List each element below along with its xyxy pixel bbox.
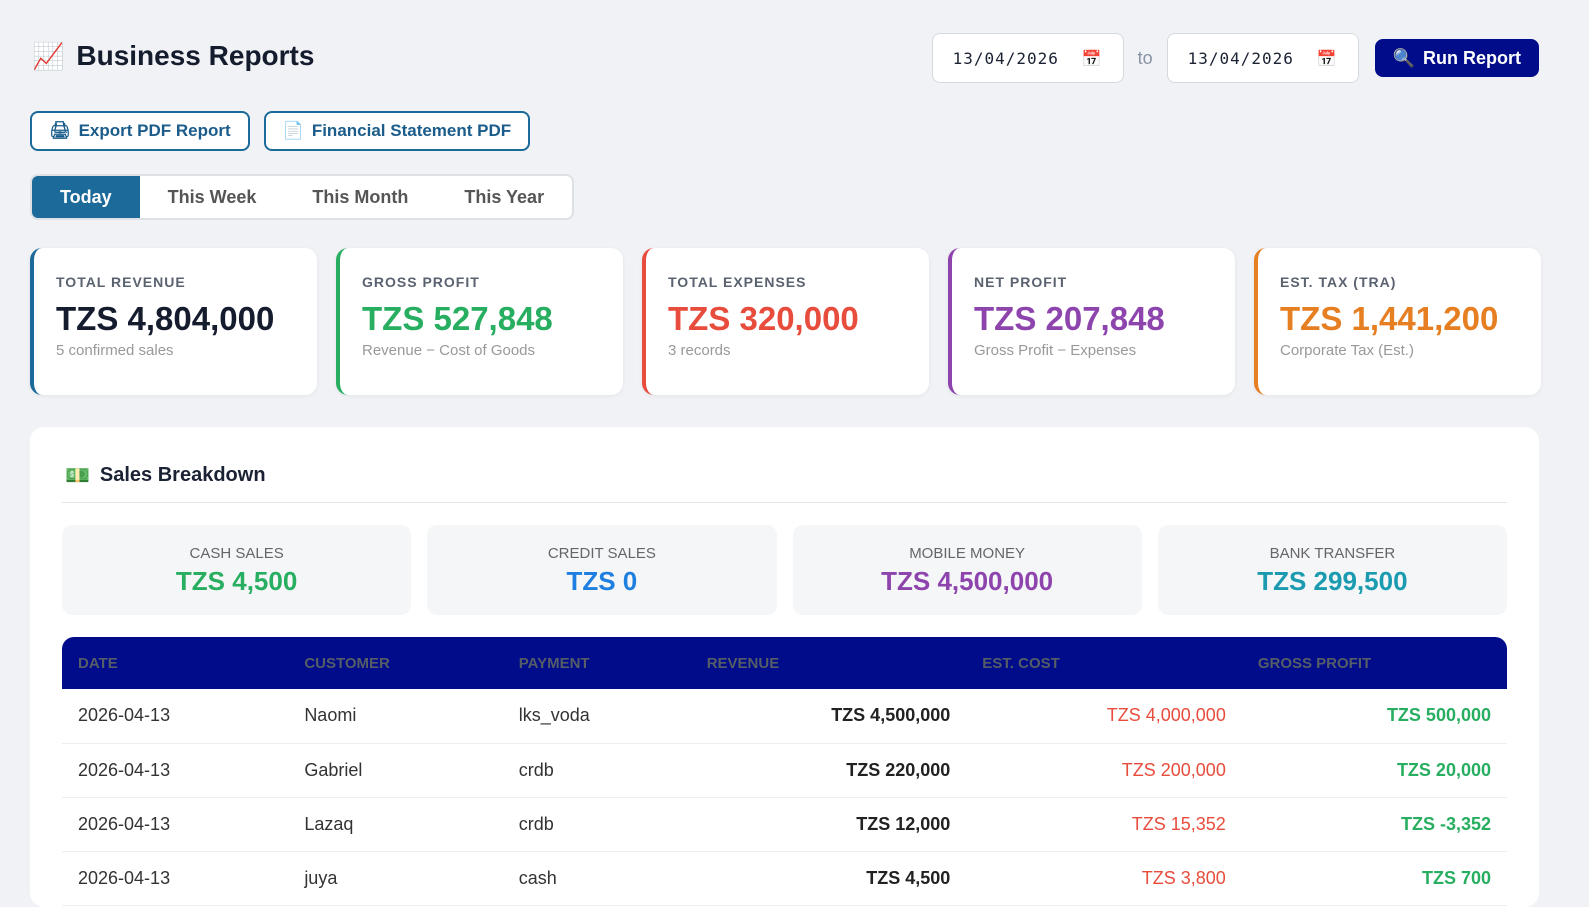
table-cell: 2026-04-13 — [62, 689, 289, 744]
card-label: EST. TAX (TRA) — [1280, 274, 1397, 290]
card-label: GROSS PROFIT — [362, 274, 480, 290]
card-subtext: Revenue − Cost of Goods — [362, 342, 536, 359]
calendar-icon[interactable]: 📅 — [1316, 48, 1338, 68]
table-cell: TZS -3,352 — [1241, 797, 1507, 852]
column-header[interactable]: CUSTOMER — [304, 654, 390, 672]
card-label: NET PROFIT — [974, 274, 1068, 290]
table-cell: juya — [288, 851, 503, 906]
table-row[interactable]: 2026-04-13 Lazaq crdb TZS 12,000 TZS 15,352 T… — [62, 797, 1507, 852]
chart-increasing-icon: 📈 — [32, 40, 65, 71]
to-label: to — [1137, 47, 1153, 68]
page-title: 📈 Business Reports — [32, 40, 315, 71]
method-label: MOBILE MONEY — [909, 545, 1026, 562]
date-to-input[interactable]: 13/04/2026 📅 — [1166, 33, 1359, 83]
tab-today[interactable]: Today — [32, 176, 140, 218]
export-pdf-button[interactable]: 🖨 Export PDF Report — [30, 111, 250, 151]
table-cell: Lazaq — [288, 797, 503, 852]
column-header[interactable]: PAYMENT — [518, 654, 590, 672]
table-row[interactable]: 2026-04-13 Naomi lks_voda TZS 4,500,000 TZS … — [62, 689, 1507, 744]
payment-method-box: BANK TRANSFER TZS 299,500 — [1157, 525, 1507, 615]
column-header[interactable]: GROSS PROFIT — [1257, 654, 1372, 672]
table-cell: 2026-04-13 — [62, 797, 289, 852]
table-cell: TZS 3,800 — [966, 851, 1242, 906]
sales-table: DATE CUSTOMER PAYMENT REVENUE EST. COST GROSS… — [62, 637, 1507, 906]
card-label: TOTAL EXPENSES — [668, 274, 807, 290]
summary-card: GROSS PROFIT TZS 527,848 Revenue − Cost of… — [336, 248, 623, 395]
method-value: TZS 0 — [566, 566, 638, 596]
card-subtext: Corporate Tax (Est.) — [1280, 342, 1414, 359]
date-range: 13/04/2026 📅 to 13/04/2026 📅 🔍 Run Report — [931, 33, 1539, 83]
card-subtext: 5 confirmed sales — [56, 342, 174, 359]
table-cell: TZS 700 — [1241, 851, 1507, 906]
printer-icon: 🖨 — [49, 121, 71, 140]
summary-card: TOTAL EXPENSES TZS 320,000 3 records — [642, 248, 929, 395]
table-cell: crdb — [502, 797, 691, 852]
sales-breakdown-panel: 💵 Sales Breakdown CASH SALES TZS 4,500 CRED… — [30, 427, 1539, 907]
table-cell: TZS 4,000,000 — [966, 689, 1242, 744]
payment-method-box: CREDIT SALES TZS 0 — [427, 525, 777, 615]
run-report-button[interactable]: 🔍 Run Report — [1374, 39, 1539, 77]
table-row[interactable]: 2026-04-13 juya cash TZS 4,500 TZS 3,800 TZS … — [62, 851, 1507, 906]
financial-statement-pdf-button[interactable]: 📄 Financial Statement PDF — [263, 111, 531, 151]
card-value: TZS 4,804,000 — [56, 300, 275, 337]
tab-this-month[interactable]: This Month — [312, 186, 409, 207]
table-cell: Gabriel — [288, 743, 503, 798]
payment-method-box: MOBILE MONEY TZS 4,500,000 — [792, 525, 1142, 615]
method-label: CASH SALES — [189, 545, 284, 562]
table-cell: cash — [502, 851, 691, 906]
payment-method-box: CASH SALES TZS 4,500 — [62, 525, 412, 615]
search-icon: 🔍 — [1392, 47, 1415, 68]
table-cell: TZS 200,000 — [966, 743, 1242, 798]
card-value: TZS 527,848 — [362, 300, 553, 337]
method-label: CREDIT SALES — [547, 545, 656, 562]
document-icon: 📄 — [282, 121, 304, 140]
table-cell: 2026-04-13 — [62, 851, 289, 906]
table-cell: Naomi — [288, 689, 503, 744]
calendar-icon[interactable]: 📅 — [1081, 48, 1103, 68]
table-cell: TZS 12,000 — [690, 797, 967, 852]
column-header[interactable]: REVENUE — [706, 654, 780, 672]
table-cell: TZS 4,500,000 — [690, 689, 967, 744]
card-value: TZS 1,441,200 — [1280, 300, 1499, 337]
table-row[interactable]: 2026-04-13 Gabriel crdb TZS 220,000 TZS 200,… — [62, 743, 1507, 798]
card-value: TZS 320,000 — [668, 300, 859, 337]
method-value: TZS 4,500 — [175, 566, 298, 596]
table-cell: TZS 4,500 — [690, 851, 967, 906]
table-cell: crdb — [502, 743, 691, 798]
table-cell: TZS 500,000 — [1241, 689, 1507, 744]
period-tabs: Today This Week This Month This Year — [30, 174, 575, 220]
tab-this-week[interactable]: This Week — [167, 186, 257, 207]
table-cell: 2026-04-13 — [62, 743, 289, 798]
money-icon: 💵 — [65, 465, 90, 487]
date-from-input[interactable]: 13/04/2026 📅 — [931, 33, 1124, 83]
table-cell: TZS 220,000 — [690, 743, 967, 798]
column-header[interactable]: DATE — [78, 654, 118, 672]
summary-card: TOTAL REVENUE TZS 4,804,000 5 confirmed sa… — [30, 248, 317, 395]
card-subtext: 3 records — [668, 342, 731, 359]
column-header[interactable]: EST. COST — [982, 654, 1060, 672]
method-value: TZS 299,500 — [1257, 566, 1408, 596]
table-cell: lks_voda — [502, 689, 691, 744]
card-value: TZS 207,848 — [974, 300, 1165, 337]
method-label: BANK TRANSFER — [1269, 545, 1396, 562]
section-header: 💵 Sales Breakdown — [62, 427, 1507, 503]
table-cell: TZS 20,000 — [1241, 743, 1507, 798]
table-cell: TZS 15,352 — [966, 797, 1242, 852]
card-subtext: Gross Profit − Expenses — [974, 342, 1137, 359]
card-label: TOTAL REVENUE — [56, 274, 186, 290]
tab-this-year[interactable]: This Year — [464, 186, 545, 207]
method-value: TZS 4,500,000 — [881, 566, 1054, 596]
summary-card: NET PROFIT TZS 207,848 Gross Profit − Expe… — [948, 248, 1235, 395]
summary-card: EST. TAX (TRA) TZS 1,441,200 Corporate Tax… — [1254, 248, 1541, 395]
